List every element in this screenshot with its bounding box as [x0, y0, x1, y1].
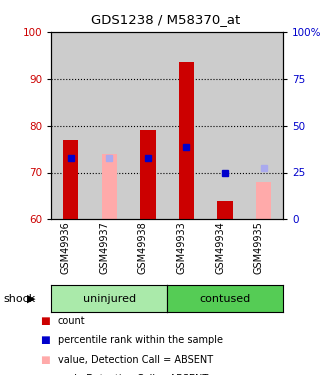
Text: rank, Detection Call = ABSENT: rank, Detection Call = ABSENT: [58, 374, 208, 375]
Bar: [102, 154, 117, 219]
Text: uninjured: uninjured: [83, 294, 136, 303]
Bar: [244, 32, 283, 219]
Text: ■: ■: [40, 374, 49, 375]
Bar: [128, 32, 167, 219]
Bar: [244, 32, 283, 219]
Text: GSM49934: GSM49934: [215, 221, 225, 274]
Bar: [51, 32, 90, 219]
Text: contused: contused: [200, 294, 251, 303]
Text: ■: ■: [40, 355, 49, 365]
Text: GSM49938: GSM49938: [138, 221, 148, 274]
Text: GSM49935: GSM49935: [254, 221, 264, 274]
Text: shock: shock: [3, 294, 35, 303]
Text: GSM49936: GSM49936: [61, 221, 71, 274]
Bar: [167, 32, 206, 219]
Text: GSM49937: GSM49937: [99, 221, 109, 274]
Bar: [90, 32, 128, 219]
Bar: [51, 32, 90, 219]
Text: ▶: ▶: [27, 294, 36, 303]
Text: percentile rank within the sample: percentile rank within the sample: [58, 335, 223, 345]
Bar: [128, 32, 167, 219]
Text: ■: ■: [40, 316, 49, 326]
Bar: [179, 62, 194, 219]
Text: value, Detection Call = ABSENT: value, Detection Call = ABSENT: [58, 355, 213, 365]
Bar: [217, 201, 233, 219]
Bar: [90, 32, 128, 219]
Text: ■: ■: [40, 335, 49, 345]
Bar: [140, 130, 156, 219]
Text: count: count: [58, 316, 85, 326]
Text: GSM49933: GSM49933: [176, 221, 186, 274]
Bar: [256, 182, 271, 219]
Bar: [63, 140, 78, 219]
Text: GDS1238 / M58370_at: GDS1238 / M58370_at: [91, 13, 240, 26]
Bar: [206, 32, 244, 219]
Bar: [206, 32, 244, 219]
Bar: [167, 32, 206, 219]
